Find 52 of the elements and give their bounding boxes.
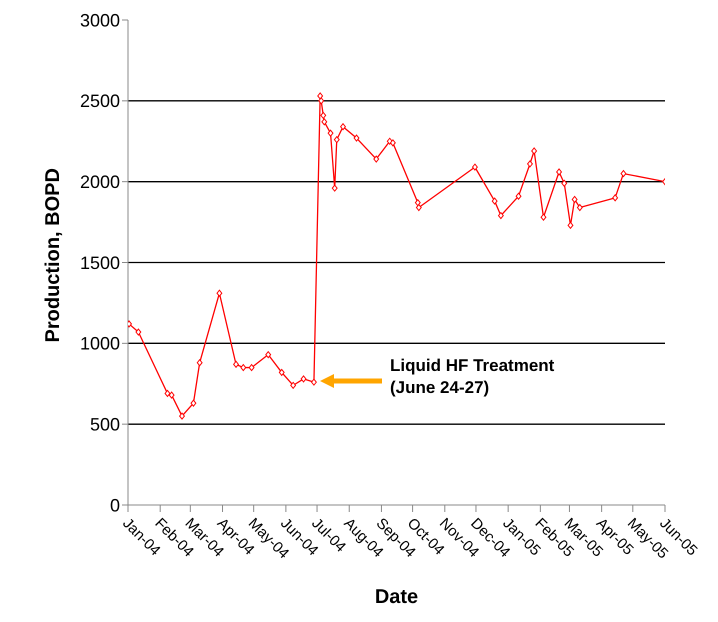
point — [531, 147, 538, 154]
point — [354, 134, 360, 142]
point — [240, 364, 246, 372]
point — [414, 199, 421, 206]
point — [572, 196, 578, 203]
y-tick-label: 2500 — [80, 91, 120, 112]
point — [248, 364, 255, 372]
annotation: Liquid HF Treatment (June 24-27) — [390, 355, 556, 399]
point — [311, 378, 317, 386]
point — [334, 136, 340, 144]
point — [278, 368, 285, 376]
point — [290, 382, 296, 389]
point — [320, 112, 326, 119]
x-axis-title: Date — [374, 586, 418, 608]
point — [318, 97, 324, 104]
point — [472, 164, 478, 171]
point — [190, 400, 196, 407]
point — [540, 214, 546, 221]
point — [612, 194, 618, 202]
y-tick-label: 500 — [90, 414, 120, 435]
point — [168, 392, 175, 399]
point — [416, 204, 422, 212]
point — [300, 375, 306, 382]
point — [328, 130, 334, 137]
point — [179, 412, 185, 420]
point — [332, 184, 338, 192]
point — [340, 123, 346, 130]
y-tick-label: 2000 — [80, 172, 120, 192]
point — [196, 359, 203, 366]
point — [620, 170, 626, 178]
point — [516, 192, 522, 200]
point — [492, 198, 498, 205]
point — [265, 351, 272, 358]
point — [527, 160, 533, 168]
point — [556, 168, 562, 176]
y-tick-label: 0 — [110, 495, 120, 516]
point — [164, 390, 170, 397]
y-tick-label: 1500 — [80, 252, 120, 273]
point — [216, 290, 222, 297]
y-tick-label: 3000 — [80, 10, 120, 30]
point — [135, 328, 142, 336]
point — [233, 360, 239, 368]
y-tick-label: 1000 — [80, 334, 120, 354]
point — [317, 92, 324, 100]
point — [390, 139, 396, 146]
point — [576, 204, 583, 212]
point — [321, 118, 328, 126]
point — [373, 156, 380, 163]
y-axis-title: Production, BOPD — [42, 168, 64, 342]
point — [568, 222, 574, 229]
point — [561, 180, 568, 187]
point — [498, 212, 504, 220]
